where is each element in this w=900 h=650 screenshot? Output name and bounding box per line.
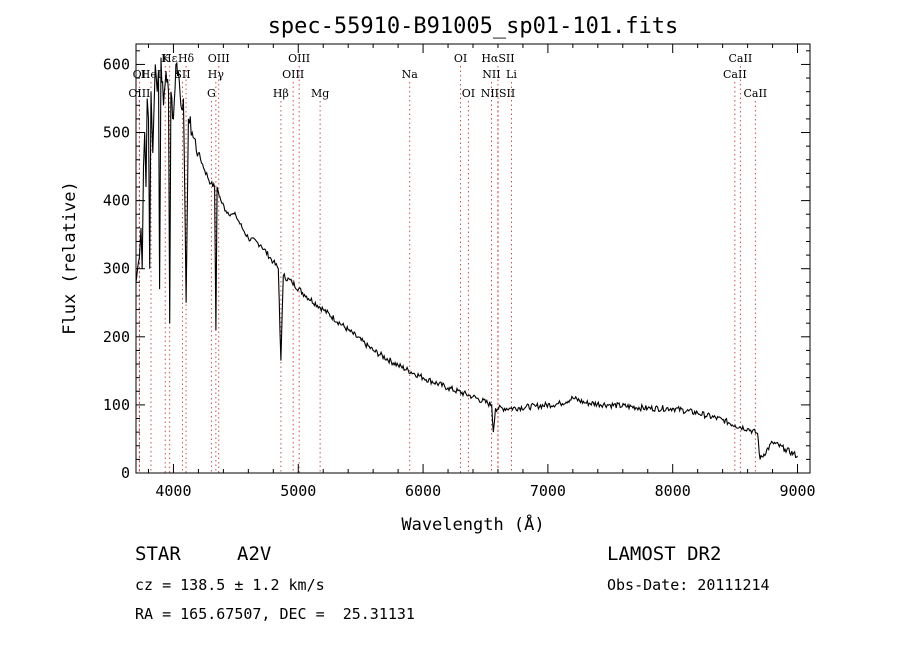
spectral-line-label-12: OIII xyxy=(282,68,304,81)
x-tick-label: 9000 xyxy=(779,482,815,500)
y-tick-label: 300 xyxy=(103,260,130,278)
object-class: STAR xyxy=(135,543,181,565)
y-tick-label: 400 xyxy=(103,192,130,210)
spectral-line-label-13: Na xyxy=(402,68,419,81)
y-tick-label: 0 xyxy=(121,464,130,482)
x-tick-label: 5000 xyxy=(280,482,316,500)
spectrum-series xyxy=(135,57,798,460)
y-axis: 0 100 200 300 400 500 600 xyxy=(103,50,810,482)
spectral-line-label-11: Hγ xyxy=(208,68,225,81)
spectral-line-markers xyxy=(138,66,756,473)
spectral-line-label-15: Li xyxy=(506,68,517,81)
observation-date: Obs-Date: 20111214 xyxy=(607,576,770,594)
spectral-line-label-2: Hδ xyxy=(178,52,195,65)
object-subclass: A2V xyxy=(237,543,272,565)
y-tick-label: 200 xyxy=(103,328,130,346)
x-tick-label: 6000 xyxy=(405,482,441,500)
x-tick-label: 8000 xyxy=(655,482,691,500)
chart-title: spec-55910-B91005_sp01-101.fits xyxy=(268,14,679,39)
y-tick-label: 500 xyxy=(103,124,130,142)
spectral-line-label-0: Hε xyxy=(162,52,178,65)
spectral-line-label-4: OIII xyxy=(288,52,310,65)
x-tick-label: 7000 xyxy=(530,482,566,500)
plot-frame xyxy=(135,43,811,474)
x-axis-label: Wavelength (Å) xyxy=(401,513,544,535)
y-tick-label: 100 xyxy=(103,396,130,414)
spectral-line-label-18: G xyxy=(207,87,216,100)
spectral-line-label-3: OIII xyxy=(208,52,230,65)
spectral-line-label-6: HαSII xyxy=(481,52,514,65)
spectral-line-label-17: OIII xyxy=(128,87,150,100)
survey-name: LAMOST DR2 xyxy=(607,543,722,565)
spectral-line-label-1: K xyxy=(161,52,170,65)
x-tick-label: 4000 xyxy=(155,482,191,500)
spectral-line-label-20: Mg xyxy=(311,87,329,100)
spectral-line-label-14: NII xyxy=(482,68,500,81)
spectral-line-label-7: CaII xyxy=(729,52,753,65)
spectral-line-label-21: OI xyxy=(462,87,475,100)
spectral-line-label-22: NIISII xyxy=(481,87,516,100)
spectral-line-label-5: OI xyxy=(454,52,467,65)
redshift-velocity: cz = 138.5 ± 1.2 km/s xyxy=(135,576,325,594)
x-axis: 4000 5000 6000 7000 8000 9000 xyxy=(147,44,816,500)
y-axis-label: Flux (relative) xyxy=(60,181,80,335)
y-tick-label: 600 xyxy=(103,55,130,73)
spectral-line-label-23: CaII xyxy=(743,87,767,100)
spectral-line-label-19: Hβ xyxy=(273,87,289,100)
coordinates: RA = 165.67507, DEC = 25.31131 xyxy=(135,605,415,623)
spectral-line-label-16: CaII xyxy=(723,68,747,81)
